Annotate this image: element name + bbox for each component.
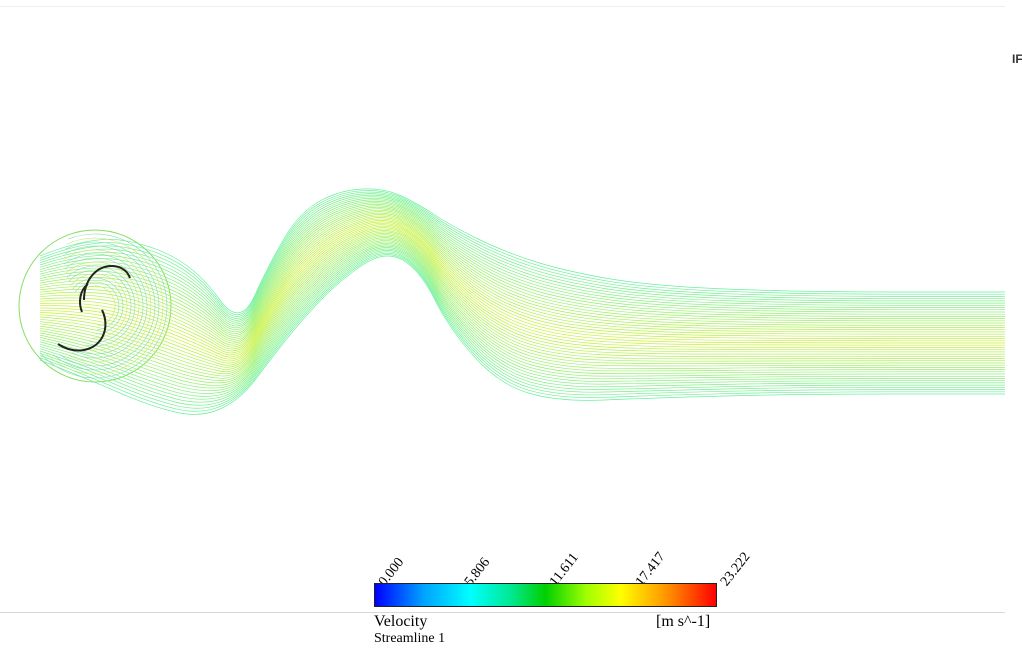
- streamline: [39, 238, 1005, 381]
- streamline: [39, 251, 1005, 406]
- streamline: [39, 252, 1005, 409]
- streamline: [39, 218, 1005, 352]
- streamline: [39, 232, 1005, 372]
- legend-units: [m s^-1]: [656, 613, 711, 630]
- streamline: [39, 228, 1005, 366]
- impeller-casing: [18, 229, 172, 383]
- streamline: [39, 208, 1005, 338]
- streamline: [39, 241, 1005, 386]
- swirl-streamline: [65, 261, 140, 351]
- streamline: [39, 225, 1005, 362]
- swirl-streamline: [53, 241, 160, 371]
- streamline: [39, 194, 1005, 321]
- legend-variable-name: Velocity: [374, 613, 428, 630]
- viewport-top-border: [0, 6, 1005, 7]
- streamline: [39, 254, 1005, 412]
- streamline: [39, 199, 1005, 327]
- streamline: [39, 227, 1005, 364]
- streamline: [39, 214, 1005, 346]
- streamline-plot[interactable]: [0, 0, 1010, 560]
- swirl-streamline: [46, 237, 164, 375]
- streamline: [39, 222, 1005, 358]
- streamline: [39, 206, 1005, 336]
- streamline: [39, 221, 1005, 356]
- streamline: [39, 250, 1005, 403]
- streamline: [39, 203, 1005, 332]
- corner-label: IF: [1012, 52, 1022, 66]
- viewport-bottom-border: [0, 612, 1005, 613]
- streamline: [39, 211, 1005, 342]
- streamline: [39, 240, 1005, 384]
- swirl-streamline: [59, 245, 156, 367]
- swirl-streamline: [64, 257, 144, 355]
- swirl-streamline: [74, 281, 120, 331]
- streamline: [39, 190, 1005, 315]
- streamline: [39, 215, 1005, 348]
- streamline: [39, 202, 1005, 331]
- swirl-streamline: [72, 277, 124, 335]
- streamline: [39, 230, 1005, 368]
- streamline: [39, 209, 1005, 340]
- impeller-blades: [57, 264, 131, 352]
- streamline: [39, 255, 1005, 415]
- legend-plot-name: Streamline 1: [374, 631, 446, 646]
- streamline: [39, 212, 1005, 344]
- streamline: [39, 191, 1005, 317]
- swirl-streamline: [64, 249, 152, 363]
- velocity-colorbar: [374, 583, 717, 607]
- streamline: [39, 197, 1005, 325]
- streamline-group: [39, 188, 1005, 415]
- swirl-streamline: [64, 253, 148, 359]
- streamline: [39, 231, 1005, 370]
- streamline: [39, 243, 1005, 389]
- streamline: [39, 193, 1005, 319]
- streamline: [39, 200, 1005, 329]
- streamline: [39, 224, 1005, 360]
- streamline: [39, 248, 1005, 400]
- swirl-streamline: [39, 233, 168, 379]
- streamline: [39, 244, 1005, 392]
- streamline: [39, 220, 1005, 354]
- streamline: [39, 245, 1005, 394]
- swirl-streamline: [68, 269, 132, 343]
- streamline: [39, 217, 1005, 350]
- streamline: [39, 188, 1005, 314]
- swirl-streamline: [77, 285, 116, 326]
- streamline: [39, 235, 1005, 377]
- swirl-streamline: [66, 265, 136, 347]
- swirl-streamline: [70, 273, 128, 339]
- streamline: [39, 247, 1005, 397]
- streamline: [39, 234, 1005, 375]
- streamline: [39, 196, 1005, 323]
- streamline: [39, 205, 1005, 334]
- streamline: [39, 237, 1005, 379]
